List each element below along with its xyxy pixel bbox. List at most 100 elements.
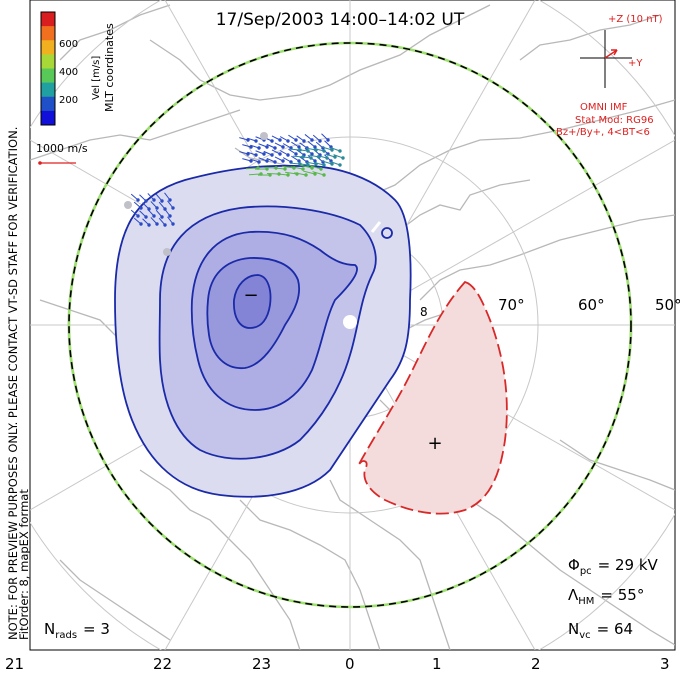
svg-text:Φpc= 29 kV: Φpc = 29 kV (568, 556, 659, 577)
lambda-sub: HM (578, 596, 594, 607)
velocity-scale-label: 1000 m/s (36, 142, 88, 155)
mlt-label-0: 0 (345, 655, 355, 673)
velocity-vector (321, 133, 329, 141)
velocity-vector (155, 193, 163, 202)
velocity-vector (322, 160, 333, 165)
velocity-vector (309, 154, 320, 158)
velocity-vector (266, 157, 276, 163)
velocity-vector (291, 155, 300, 162)
velocity-vector (271, 149, 281, 155)
velocity-vector (294, 172, 307, 176)
velocity-vector (307, 141, 316, 148)
nrads-symbol: N (44, 620, 55, 638)
pole-marker (343, 315, 357, 329)
velocity-vector (291, 166, 304, 170)
svg-text:Nvc= 64: Nvc = 64 (568, 620, 633, 641)
radar-site-marker (260, 132, 268, 140)
velocity-vector (158, 201, 166, 210)
lambda-symbol: Λ (568, 586, 579, 604)
color-scale: 600 400 200 Vel [m/s] MLT coordinates (40, 11, 116, 126)
imf-z-label: +Z (10 nT) (608, 14, 663, 25)
velocity-vector (288, 148, 297, 155)
velocity-vector (239, 137, 249, 141)
velocity-vector (130, 209, 139, 217)
contour-fragment-top (370, 221, 382, 233)
velocity-vector (139, 194, 147, 202)
color-scale-segment (41, 54, 55, 69)
color-scale-segment (41, 110, 55, 126)
stats-nvc: Nvc = 64 (568, 620, 633, 641)
nrads-value: = 3 (83, 620, 110, 638)
svg-text:Nrads= 3: Nrads = 3 (44, 620, 110, 641)
velocity-vector (299, 156, 308, 163)
velocity-vector (142, 218, 150, 226)
nrads-sub: rads (55, 630, 77, 641)
nvc-sub: vc (579, 630, 590, 641)
mlt-label-1: 1 (432, 655, 442, 673)
velocity-vector (312, 171, 325, 176)
nvc-symbol: N (568, 620, 579, 638)
velocity-vector (258, 157, 268, 162)
velocity-vector (147, 209, 155, 217)
velocity-vector (296, 149, 305, 156)
velocity-vector (285, 171, 298, 175)
velocity-vector (247, 137, 257, 142)
velocity-vector (167, 200, 174, 209)
lat-label-60: 60° (578, 296, 605, 314)
velocity-vector (242, 144, 252, 148)
velocity-vector (298, 149, 309, 152)
lat-label-50: 50° (655, 296, 680, 314)
velocity-vector (274, 142, 284, 148)
velocity-vector (242, 158, 252, 162)
velocity-vector (150, 201, 158, 209)
velocity-vector (288, 134, 297, 141)
mlt-label-3: 3 (660, 655, 670, 673)
mlt-label-2: 2 (531, 655, 541, 673)
velocity-vector (324, 140, 332, 148)
stats-nrads: Nrads = 3 (44, 620, 110, 641)
velocity-vector (299, 142, 308, 149)
velocity-vector (139, 210, 147, 218)
velocity-vector (266, 143, 276, 149)
color-scale-frame (40, 11, 56, 126)
velocity-vector (314, 148, 325, 152)
color-scale-segment (41, 40, 55, 55)
velocity-vector (300, 164, 313, 169)
imf-vector (604, 49, 618, 59)
color-scale-segment (41, 68, 55, 84)
velocity-vector (258, 143, 268, 148)
velocity-vector (133, 217, 142, 225)
velocity-scale-dot (38, 161, 42, 165)
color-scale-segment (41, 26, 55, 41)
nvc-value: = 64 (597, 620, 633, 638)
velocity-vector (245, 167, 259, 170)
velocity-vector (282, 165, 295, 169)
color-scale-segment (41, 96, 55, 112)
contour-small-loop (381, 227, 393, 239)
velocity-vector (150, 217, 158, 225)
stats-phi-pc: Φpc = 29 kV (568, 556, 659, 577)
velocity-vector (239, 151, 249, 155)
svg-text:ΛHM= 55°: ΛHM = 55° (568, 586, 644, 607)
color-scale-tick-600: 600 (59, 39, 78, 50)
velocity-vector (325, 153, 336, 158)
velocity-vector (271, 135, 281, 141)
velocity-vector (279, 136, 289, 142)
velocity-vector (248, 173, 262, 176)
velocity-vector (274, 156, 284, 162)
phi-symbol: Φ (568, 556, 580, 574)
velocity-vector (250, 144, 260, 149)
velocity-vector (142, 202, 150, 210)
stats-lambda-hm: ΛHM = 55° (568, 586, 644, 607)
velocity-vector (303, 170, 316, 175)
stat-model-line2: Bz+/By+, 4<BT<6 (556, 127, 650, 138)
contour-neg-5 (233, 274, 272, 329)
velocity-vector (282, 143, 292, 149)
color-scale-segment (41, 12, 55, 27)
velocity-vector (306, 147, 317, 151)
velocity-vector (164, 208, 171, 217)
stat-model-line1: Stat Mod: RG96 (575, 115, 654, 126)
mlt-label-23: 23 (252, 655, 271, 673)
velocity-vector (276, 173, 289, 176)
